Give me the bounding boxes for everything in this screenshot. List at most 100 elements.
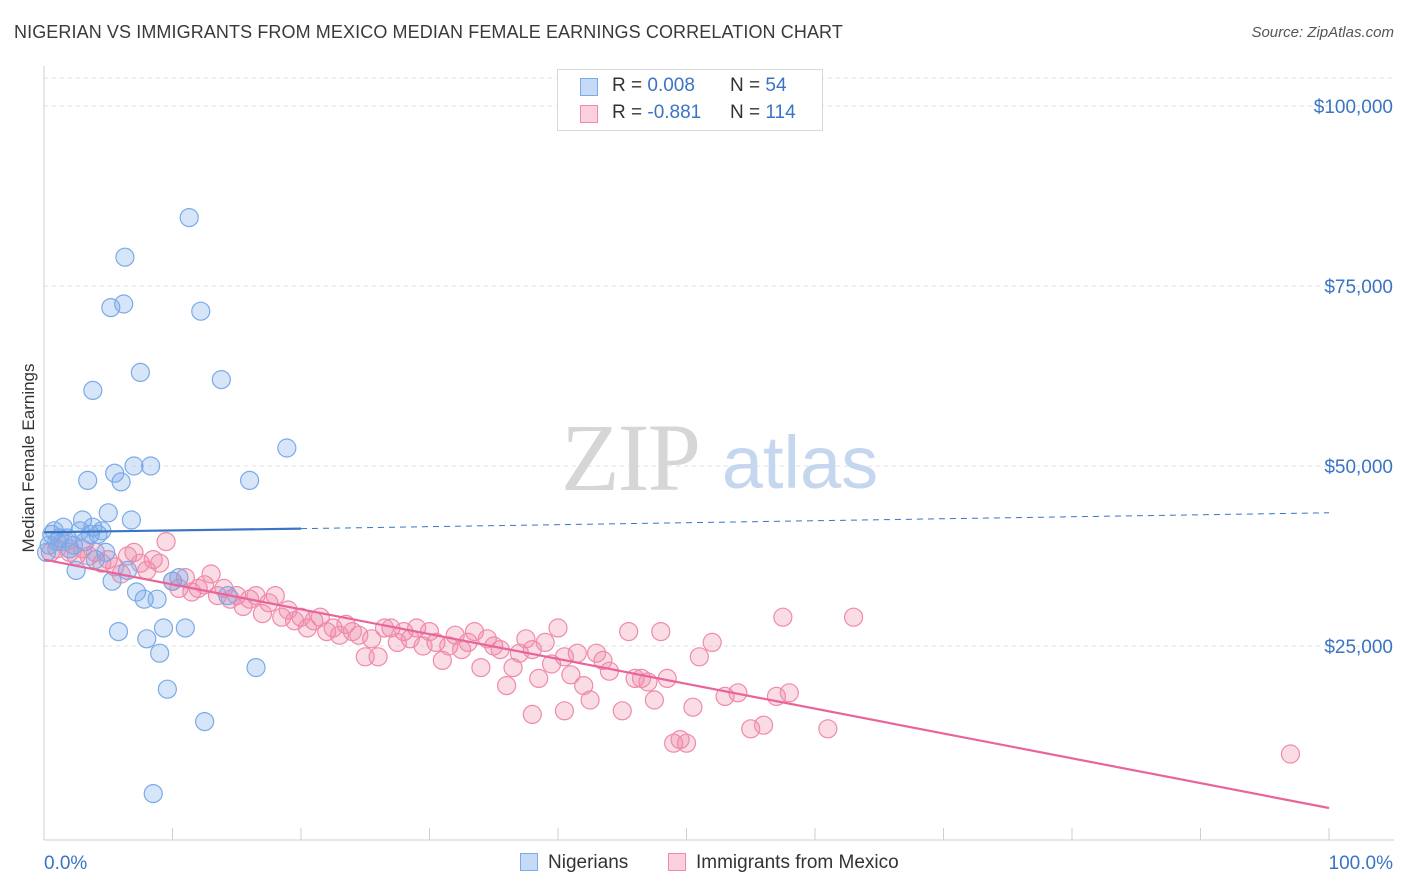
y-tick-label: $75,000: [1324, 277, 1393, 298]
nigerian-point: [96, 542, 116, 563]
bottom-legend-label: Immigrants from Mexico: [696, 852, 899, 873]
mexico-point: [143, 549, 163, 570]
mexico-point: [753, 715, 774, 735]
mexico-point: [349, 625, 369, 645]
x-tick-label: 100.0%: [1329, 853, 1394, 874]
mexico-point: [362, 629, 382, 649]
legend-swatch-pink: [580, 105, 598, 123]
chart-title: NIGERIAN VS IMMIGRANTS FROM MEXICO MEDIA…: [14, 22, 843, 42]
nigerian-point: [277, 438, 297, 458]
mexico-point: [554, 701, 575, 721]
y-axis-label: Median Female Earnings: [19, 364, 38, 553]
legend-n-value: 114: [765, 102, 796, 123]
nigerian-point: [130, 362, 150, 382]
mexico-point: [773, 607, 793, 627]
nigerian-point: [191, 301, 211, 321]
mexico-point: [297, 618, 318, 638]
nigerian-points: [36, 208, 297, 804]
mexico-point: [580, 690, 600, 710]
nigerian-point: [108, 621, 129, 642]
nigerian-point: [150, 643, 170, 663]
nigerian-point: [101, 298, 121, 318]
mexico-point: [150, 553, 170, 573]
bottom-legend-mexico: Immigrants from Mexico: [668, 852, 899, 874]
legend-n-label: N =: [730, 75, 766, 96]
nigerian-point: [147, 589, 167, 609]
mexico-point: [567, 643, 587, 663]
nigerian-point: [83, 380, 103, 400]
mexico-point: [265, 585, 285, 606]
legend-n-value: 54: [765, 75, 787, 96]
nigerian-point: [240, 470, 260, 490]
nigerian-point: [137, 629, 157, 649]
mexico-point: [535, 632, 555, 653]
mexico-point: [503, 657, 523, 678]
mexico-point: [619, 621, 639, 642]
nigerian-point: [157, 679, 177, 699]
mexico-point: [516, 629, 536, 649]
bottom-legend-label: Nigerians: [548, 852, 629, 873]
y-tick-label: $100,000: [1314, 97, 1393, 118]
nigerian-point: [141, 456, 161, 476]
nigerian-point: [115, 247, 135, 267]
bottom-legend-nigerians: Nigerians: [520, 852, 628, 874]
correlation-legend: R = 0.008 N = 54 R = -0.881 N = 114: [557, 69, 823, 131]
nigerian-point: [211, 370, 231, 390]
mexico-point: [342, 621, 362, 642]
legend-r-value: -0.881: [647, 102, 702, 123]
nigerian-point: [80, 524, 100, 545]
nigerian-point: [246, 657, 266, 678]
mexico-point: [561, 665, 581, 685]
bottom-swatch-pink: [668, 853, 686, 871]
mexico-point: [818, 719, 838, 739]
mexico-point: [124, 542, 144, 563]
legend-r-label: R =: [612, 75, 648, 96]
watermark: ZIP atlas: [561, 404, 878, 511]
mexico-point: [413, 636, 433, 656]
x-tick-label: 0.0%: [44, 853, 87, 874]
mexico-point: [593, 650, 613, 671]
legend-n-label: N =: [730, 102, 766, 123]
nigerian-trend-extension: [300, 512, 1330, 530]
mexico-point: [368, 647, 388, 667]
nigerian-point: [175, 618, 195, 638]
nigerian-trend-line: [43, 527, 302, 534]
nigerian-point: [126, 582, 147, 602]
mexico-point: [323, 618, 343, 638]
mexico-point: [497, 675, 517, 696]
y-tick-label: $50,000: [1324, 457, 1393, 478]
nigerian-point: [143, 783, 163, 804]
nigerian-point: [124, 456, 144, 476]
legend-r-label: R =: [612, 102, 648, 123]
mexico-point: [574, 675, 594, 696]
mexico-point: [252, 603, 273, 624]
mexico-point: [92, 553, 112, 573]
trend-lines: [43, 512, 1330, 810]
mexico-point: [683, 697, 703, 717]
mexico-point: [329, 625, 350, 645]
mexico-point: [779, 683, 799, 703]
mexico-point: [670, 729, 690, 750]
mexico-point: [676, 733, 697, 753]
axis-labels: $100,000 $75,000 $50,000 $25,000 0.0% 100.0%: [44, 97, 1393, 874]
mexico-point: [529, 668, 549, 689]
mexico-point: [651, 621, 671, 642]
nigerian-point: [121, 510, 141, 530]
legend-r-value: 0.008: [647, 75, 695, 96]
mexico-points: [40, 531, 1301, 764]
mexico-point: [432, 650, 452, 671]
mexico-point: [156, 531, 176, 552]
source-label: Source: ZipAtlas.com: [1251, 24, 1394, 41]
mexico-point: [1280, 744, 1301, 764]
mexico-point: [426, 632, 446, 653]
nigerian-point: [78, 470, 98, 490]
nigerian-point: [63, 535, 84, 555]
gridlines: [44, 77, 1394, 647]
nigerian-point: [153, 618, 174, 638]
mexico-point: [387, 632, 407, 653]
mexico-trend-line: [43, 558, 1330, 810]
nigerian-point: [114, 294, 134, 314]
nigerian-point: [98, 503, 118, 523]
legend-swatch-blue: [580, 78, 598, 96]
